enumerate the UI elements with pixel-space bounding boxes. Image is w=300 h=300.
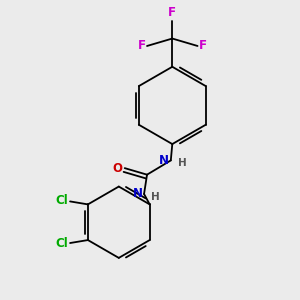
Text: F: F: [199, 40, 207, 52]
Text: Cl: Cl: [56, 194, 69, 207]
Text: N: N: [159, 154, 169, 167]
Text: F: F: [168, 6, 176, 19]
Text: H: H: [152, 192, 160, 202]
Text: O: O: [112, 162, 122, 175]
Text: N: N: [133, 188, 142, 200]
Text: Cl: Cl: [56, 237, 69, 250]
Text: F: F: [137, 40, 146, 52]
Text: H: H: [178, 158, 187, 168]
